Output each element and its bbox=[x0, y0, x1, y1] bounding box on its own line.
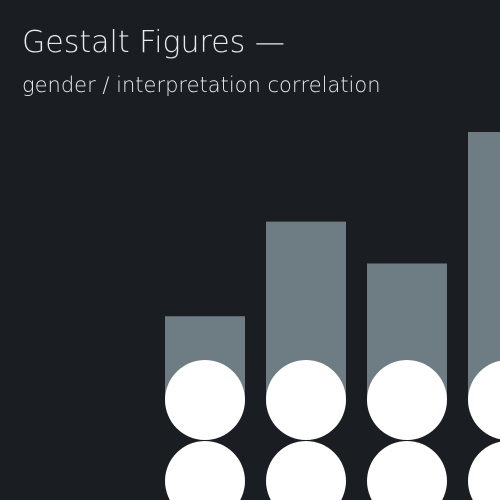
chart-subtitle: gender / interpretation correlation bbox=[22, 73, 381, 97]
horse-seal-figure-icon bbox=[266, 360, 346, 440]
bar-face-vase bbox=[468, 132, 500, 400]
figures-group bbox=[165, 360, 500, 500]
bars-group bbox=[165, 132, 500, 400]
chart-title: Gestalt Figures — bbox=[22, 25, 285, 60]
duck-rabbit-figure-icon bbox=[367, 441, 447, 500]
duck-rabbit-figure-icon bbox=[367, 360, 447, 440]
woman-profile-figure-icon bbox=[165, 441, 245, 500]
face-vase-figure-icon bbox=[468, 441, 500, 500]
horse-seal-figure-icon bbox=[266, 441, 346, 500]
face-vase-figure-icon bbox=[468, 360, 500, 440]
woman-profile-figure-icon bbox=[165, 360, 245, 440]
